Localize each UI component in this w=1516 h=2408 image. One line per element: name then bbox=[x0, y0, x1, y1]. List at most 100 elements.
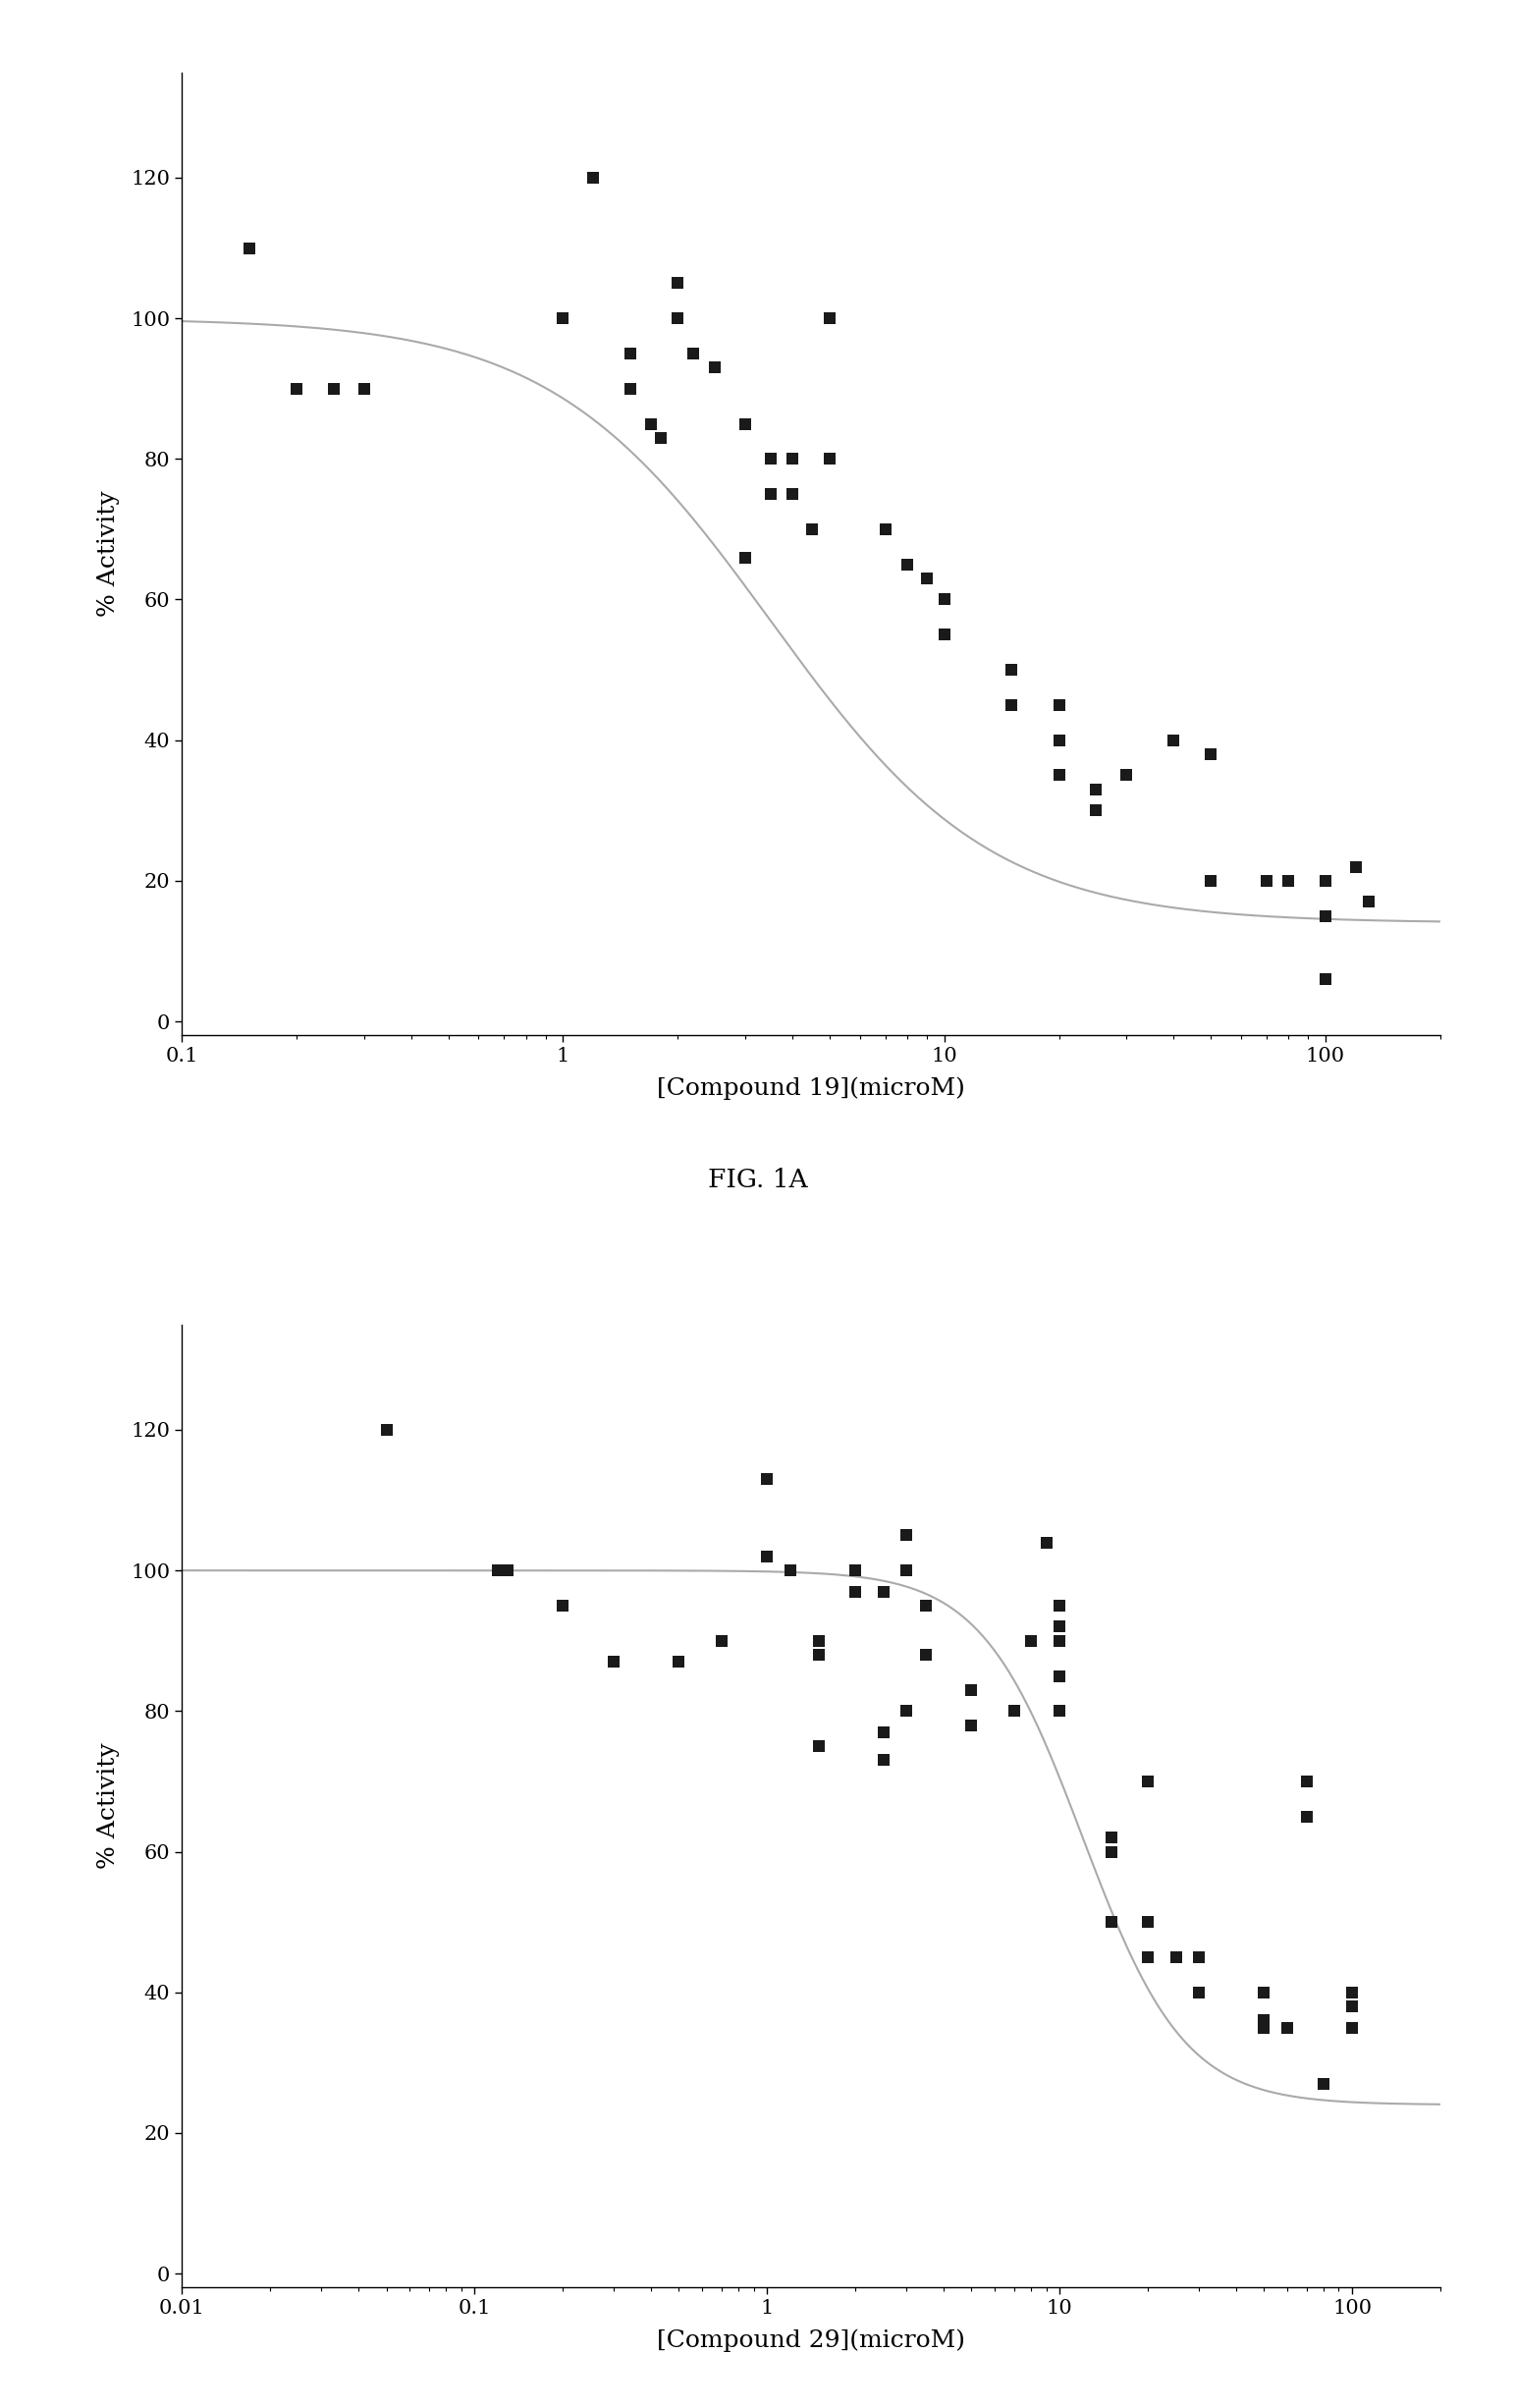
Point bbox=[1254, 862, 1278, 901]
Point bbox=[914, 1635, 938, 1674]
Y-axis label: % Activity: % Activity bbox=[97, 491, 120, 616]
Point bbox=[602, 1642, 626, 1681]
Y-axis label: % Activity: % Activity bbox=[97, 1743, 120, 1869]
Point bbox=[960, 1705, 984, 1743]
Point bbox=[1252, 2008, 1276, 2047]
Point bbox=[619, 335, 643, 373]
Point bbox=[914, 559, 938, 597]
Point bbox=[1135, 1938, 1160, 1977]
Text: FIG. 1A: FIG. 1A bbox=[708, 1168, 808, 1192]
Point bbox=[932, 616, 957, 655]
Point bbox=[682, 335, 706, 373]
Point bbox=[817, 299, 841, 337]
Point bbox=[1114, 756, 1139, 795]
Point bbox=[1048, 756, 1072, 795]
Point bbox=[1357, 884, 1381, 922]
Point bbox=[1276, 862, 1301, 901]
Point bbox=[817, 441, 841, 479]
Point bbox=[1099, 1832, 1123, 1871]
Point bbox=[1252, 2001, 1276, 2040]
Point bbox=[1295, 1796, 1319, 1835]
Point bbox=[999, 650, 1023, 689]
Point bbox=[485, 1551, 509, 1589]
Point bbox=[352, 368, 376, 407]
Point bbox=[1048, 1657, 1072, 1695]
Point bbox=[999, 686, 1023, 725]
Point bbox=[843, 1572, 867, 1611]
Point bbox=[872, 1712, 896, 1751]
Point bbox=[1084, 792, 1108, 831]
Point bbox=[1313, 862, 1337, 901]
Point bbox=[667, 1642, 691, 1681]
Point bbox=[807, 1621, 831, 1659]
Point bbox=[1187, 1972, 1211, 2011]
Point bbox=[1340, 1987, 1364, 2025]
Point bbox=[732, 537, 756, 576]
Point bbox=[1343, 848, 1367, 886]
Point bbox=[374, 1411, 399, 1450]
Point bbox=[1135, 1902, 1160, 1941]
Point bbox=[638, 405, 662, 443]
Point bbox=[1161, 720, 1186, 759]
Point bbox=[914, 1587, 938, 1625]
Point bbox=[236, 229, 261, 267]
Point bbox=[649, 419, 673, 458]
Point bbox=[1048, 756, 1072, 795]
Point bbox=[1311, 2064, 1336, 2102]
X-axis label: [Compound 29](microM): [Compound 29](microM) bbox=[656, 2329, 966, 2353]
Point bbox=[896, 544, 920, 583]
Point bbox=[1275, 2008, 1299, 2047]
Point bbox=[1084, 771, 1108, 809]
Point bbox=[1295, 1763, 1319, 1801]
Point bbox=[758, 474, 782, 513]
Point bbox=[1313, 896, 1337, 934]
Point bbox=[1114, 756, 1139, 795]
Point bbox=[1199, 734, 1223, 773]
X-axis label: [Compound 19](microM): [Compound 19](microM) bbox=[656, 1076, 966, 1100]
Point bbox=[581, 159, 605, 197]
Point bbox=[1187, 1938, 1211, 1977]
Point bbox=[1019, 1621, 1043, 1659]
Point bbox=[1254, 862, 1278, 901]
Point bbox=[894, 1551, 919, 1589]
Point bbox=[755, 1536, 779, 1575]
Point bbox=[1048, 720, 1072, 759]
Point bbox=[1164, 1938, 1189, 1977]
Point bbox=[1034, 1524, 1058, 1563]
Point bbox=[1340, 1972, 1364, 2011]
Point bbox=[1099, 1832, 1123, 1871]
Point bbox=[321, 368, 346, 407]
Point bbox=[550, 299, 575, 337]
Point bbox=[778, 1551, 802, 1589]
Point bbox=[755, 1459, 779, 1498]
Point bbox=[1099, 1818, 1123, 1857]
Point bbox=[1002, 1693, 1026, 1731]
Point bbox=[709, 1621, 734, 1659]
Point bbox=[1252, 1972, 1276, 2011]
Point bbox=[550, 1587, 575, 1625]
Point bbox=[1099, 1902, 1123, 1941]
Point bbox=[872, 1741, 896, 1780]
Point bbox=[1048, 1609, 1072, 1647]
Point bbox=[807, 1635, 831, 1674]
Point bbox=[1164, 1938, 1189, 1977]
Point bbox=[1135, 1763, 1160, 1801]
Point bbox=[702, 349, 726, 388]
Point bbox=[1313, 961, 1337, 999]
Point bbox=[873, 510, 897, 549]
Point bbox=[550, 299, 575, 337]
Point bbox=[872, 1572, 896, 1611]
Point bbox=[1048, 1693, 1072, 1731]
Point bbox=[666, 299, 690, 337]
Point bbox=[1340, 2008, 1364, 2047]
Point bbox=[496, 1551, 520, 1589]
Point bbox=[894, 1693, 919, 1731]
Point bbox=[894, 1517, 919, 1556]
Point bbox=[1199, 862, 1223, 901]
Point bbox=[285, 368, 309, 407]
Point bbox=[1048, 686, 1072, 725]
Point bbox=[1048, 1587, 1072, 1625]
Point bbox=[781, 441, 805, 479]
Point bbox=[1048, 1693, 1072, 1731]
Point bbox=[1135, 1938, 1160, 1977]
